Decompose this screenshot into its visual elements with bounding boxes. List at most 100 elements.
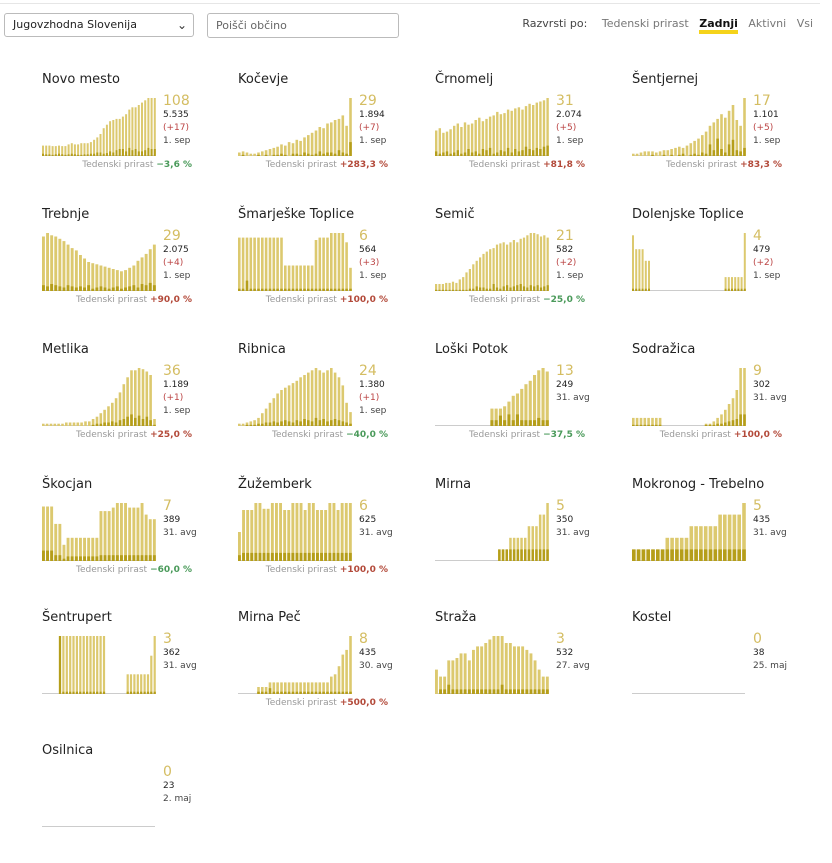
chart-bar-new: [438, 153, 441, 156]
chart-bar: [529, 233, 532, 291]
chart-bar: [107, 511, 111, 561]
municipality-card[interactable]: Žužemberk 6 625 31. avg Tedenski prirast +100…: [238, 477, 408, 597]
chart-bar-new: [481, 149, 485, 156]
region-select[interactable]: Jugovzhodna Slovenija ⌄: [4, 13, 194, 37]
chart-bar-new: [330, 420, 333, 426]
chart-bar-new: [731, 420, 735, 426]
active-count: 8: [359, 631, 368, 647]
weekly-growth-label: Tedenski prirast: [265, 160, 337, 170]
chart-bar: [326, 370, 329, 426]
chart-bar-new: [295, 691, 299, 694]
chart-bar: [435, 130, 438, 156]
chart-bar-new: [70, 153, 73, 156]
municipality-card[interactable]: Semič 21 582 (+2) 1. sep Tedenski prirast −25,…: [435, 207, 605, 327]
municipality-card[interactable]: Dolenjske Toplice 4 479 (+2) 1. sep: [632, 207, 802, 327]
stats: 29 1.894 (+7) 1. sep: [359, 93, 414, 148]
municipality-card[interactable]: Kočevje 29 1.894 (+7) 1. sep Tedenski prirast…: [238, 72, 408, 192]
municipality-card[interactable]: Metlika 36 1.189 (+1) 1. sep Tedenski prirast…: [42, 342, 212, 462]
chart-bar: [303, 682, 306, 694]
chart-bar: [716, 118, 719, 156]
chart-bar: [65, 422, 68, 426]
chart-bar: [731, 105, 735, 156]
municipality-card[interactable]: Kostel 0 38 25. maj: [632, 610, 802, 730]
chart-bar: [525, 649, 529, 694]
daily-delta: (+5): [556, 123, 577, 133]
chart-bar: [132, 507, 136, 561]
chart-bar: [48, 145, 51, 156]
sort-option-latest[interactable]: Zadnji: [699, 17, 738, 34]
chart-bar: [144, 514, 148, 561]
municipality-card[interactable]: Mirna Peč 8 435 30. avg Tedenski prirast +500…: [238, 610, 408, 730]
search-input[interactable]: [207, 13, 399, 38]
chart-bar-new: [336, 552, 340, 561]
chart-bar-new: [349, 691, 352, 694]
sort-option-active[interactable]: Aktivni: [748, 17, 787, 30]
municipality-card[interactable]: Šentjernej 17 1.101 (+5) 1. sep Tedenski prir…: [632, 72, 802, 192]
chart-bar-new: [318, 288, 322, 291]
chart-bar: [102, 128, 105, 156]
chart-bar-new: [536, 285, 539, 291]
municipality-card[interactable]: Sodražica 9 302 31. avg Tedenski prirast +100…: [632, 342, 802, 462]
chart-bar-new: [546, 549, 549, 561]
chart-bar-new: [333, 153, 337, 156]
chart-bar: [316, 510, 319, 561]
history-bar-chart: [632, 693, 745, 694]
municipality-card[interactable]: Črnomelj 31 2.074 (+5) 1. sep Tedenski priras…: [435, 72, 605, 192]
municipality-card[interactable]: Ribnica 24 1.380 (+1) 1. sep Tedenski prirast…: [238, 342, 408, 462]
total-count: 362: [163, 648, 181, 658]
municipality-card[interactable]: Loški Potok 13 249 31. avg Tedenski prirast −…: [435, 342, 605, 462]
chart-bar: [658, 417, 662, 426]
municipality-card[interactable]: Šmarješke Toplice 6 564 (+3) 1. sep Tedenski …: [238, 207, 408, 327]
last-update-date: 2. maj: [163, 794, 192, 804]
chart-bar: [332, 503, 336, 561]
chart-bar: [295, 265, 299, 291]
sort-option-weekly-growth[interactable]: Tedenski prirast: [601, 17, 689, 30]
chart-bar: [115, 270, 119, 291]
chart-bar: [99, 134, 102, 156]
chart-bar: [340, 503, 344, 561]
municipality-card[interactable]: Trebnje 29 2.075 (+4) 1. sep Tedenski prirast…: [42, 207, 212, 327]
municipality-name: Loški Potok: [435, 342, 508, 357]
chart-bar-new: [689, 154, 693, 156]
chart-bar-new: [257, 288, 260, 291]
chart-bar-new: [264, 154, 268, 156]
municipality-card[interactable]: Mirna 5 350 31. avg: [435, 477, 605, 597]
chart-bar-new: [272, 691, 276, 694]
chart-bar-new: [132, 555, 136, 561]
municipality-card[interactable]: Straža 3 532 27. avg: [435, 610, 605, 730]
municipality-card[interactable]: Mokronog - Trebelno 5 435 31. avg: [632, 477, 802, 597]
chart-bar: [242, 510, 245, 561]
chart-bar: [92, 636, 95, 694]
chart-bar: [283, 510, 287, 561]
chart-bar-new: [91, 288, 95, 291]
municipality-card[interactable]: Šentrupert 3 362 31. avg: [42, 610, 212, 730]
chart-bar: [333, 233, 337, 291]
chart-bar-new: [111, 555, 115, 561]
municipality-card[interactable]: Osilnica 0 23 2. maj: [42, 743, 212, 863]
municipality-card[interactable]: Škocjan 7 389 31. avg Tedenski prirast −60,0 …: [42, 477, 212, 597]
chart-bar: [262, 508, 266, 561]
chart-bar-new: [451, 289, 455, 291]
chart-bar: [79, 537, 82, 561]
chart-bar-new: [303, 419, 306, 426]
chart-bar: [102, 636, 106, 694]
chart-bar-new: [253, 288, 256, 291]
chart-bar: [341, 115, 345, 156]
chart-bar: [287, 510, 291, 561]
chart-bar: [257, 152, 260, 156]
municipality-card[interactable]: Novo mesto 108 5.535 (+17) 1. sep Tedenski pr…: [42, 72, 212, 192]
chart-bar-new: [522, 286, 526, 291]
chart-bar-new: [349, 288, 352, 291]
chart-bar-new: [441, 289, 444, 291]
weekly-growth-value: +83,3 %: [740, 160, 782, 170]
chart-bar-new: [295, 153, 299, 156]
sort-option-all[interactable]: Vsi: [796, 17, 813, 30]
weekly-growth: Tedenski prirast +83,3 %: [666, 160, 782, 170]
chart-bar: [69, 636, 72, 694]
chart-bar-new: [485, 150, 488, 156]
last-update-date: 1. sep: [359, 136, 387, 146]
chart-bar-new: [114, 422, 118, 426]
chart-bar: [333, 674, 337, 694]
chart-bar-new: [314, 153, 318, 156]
chart-bar-new: [724, 152, 727, 156]
